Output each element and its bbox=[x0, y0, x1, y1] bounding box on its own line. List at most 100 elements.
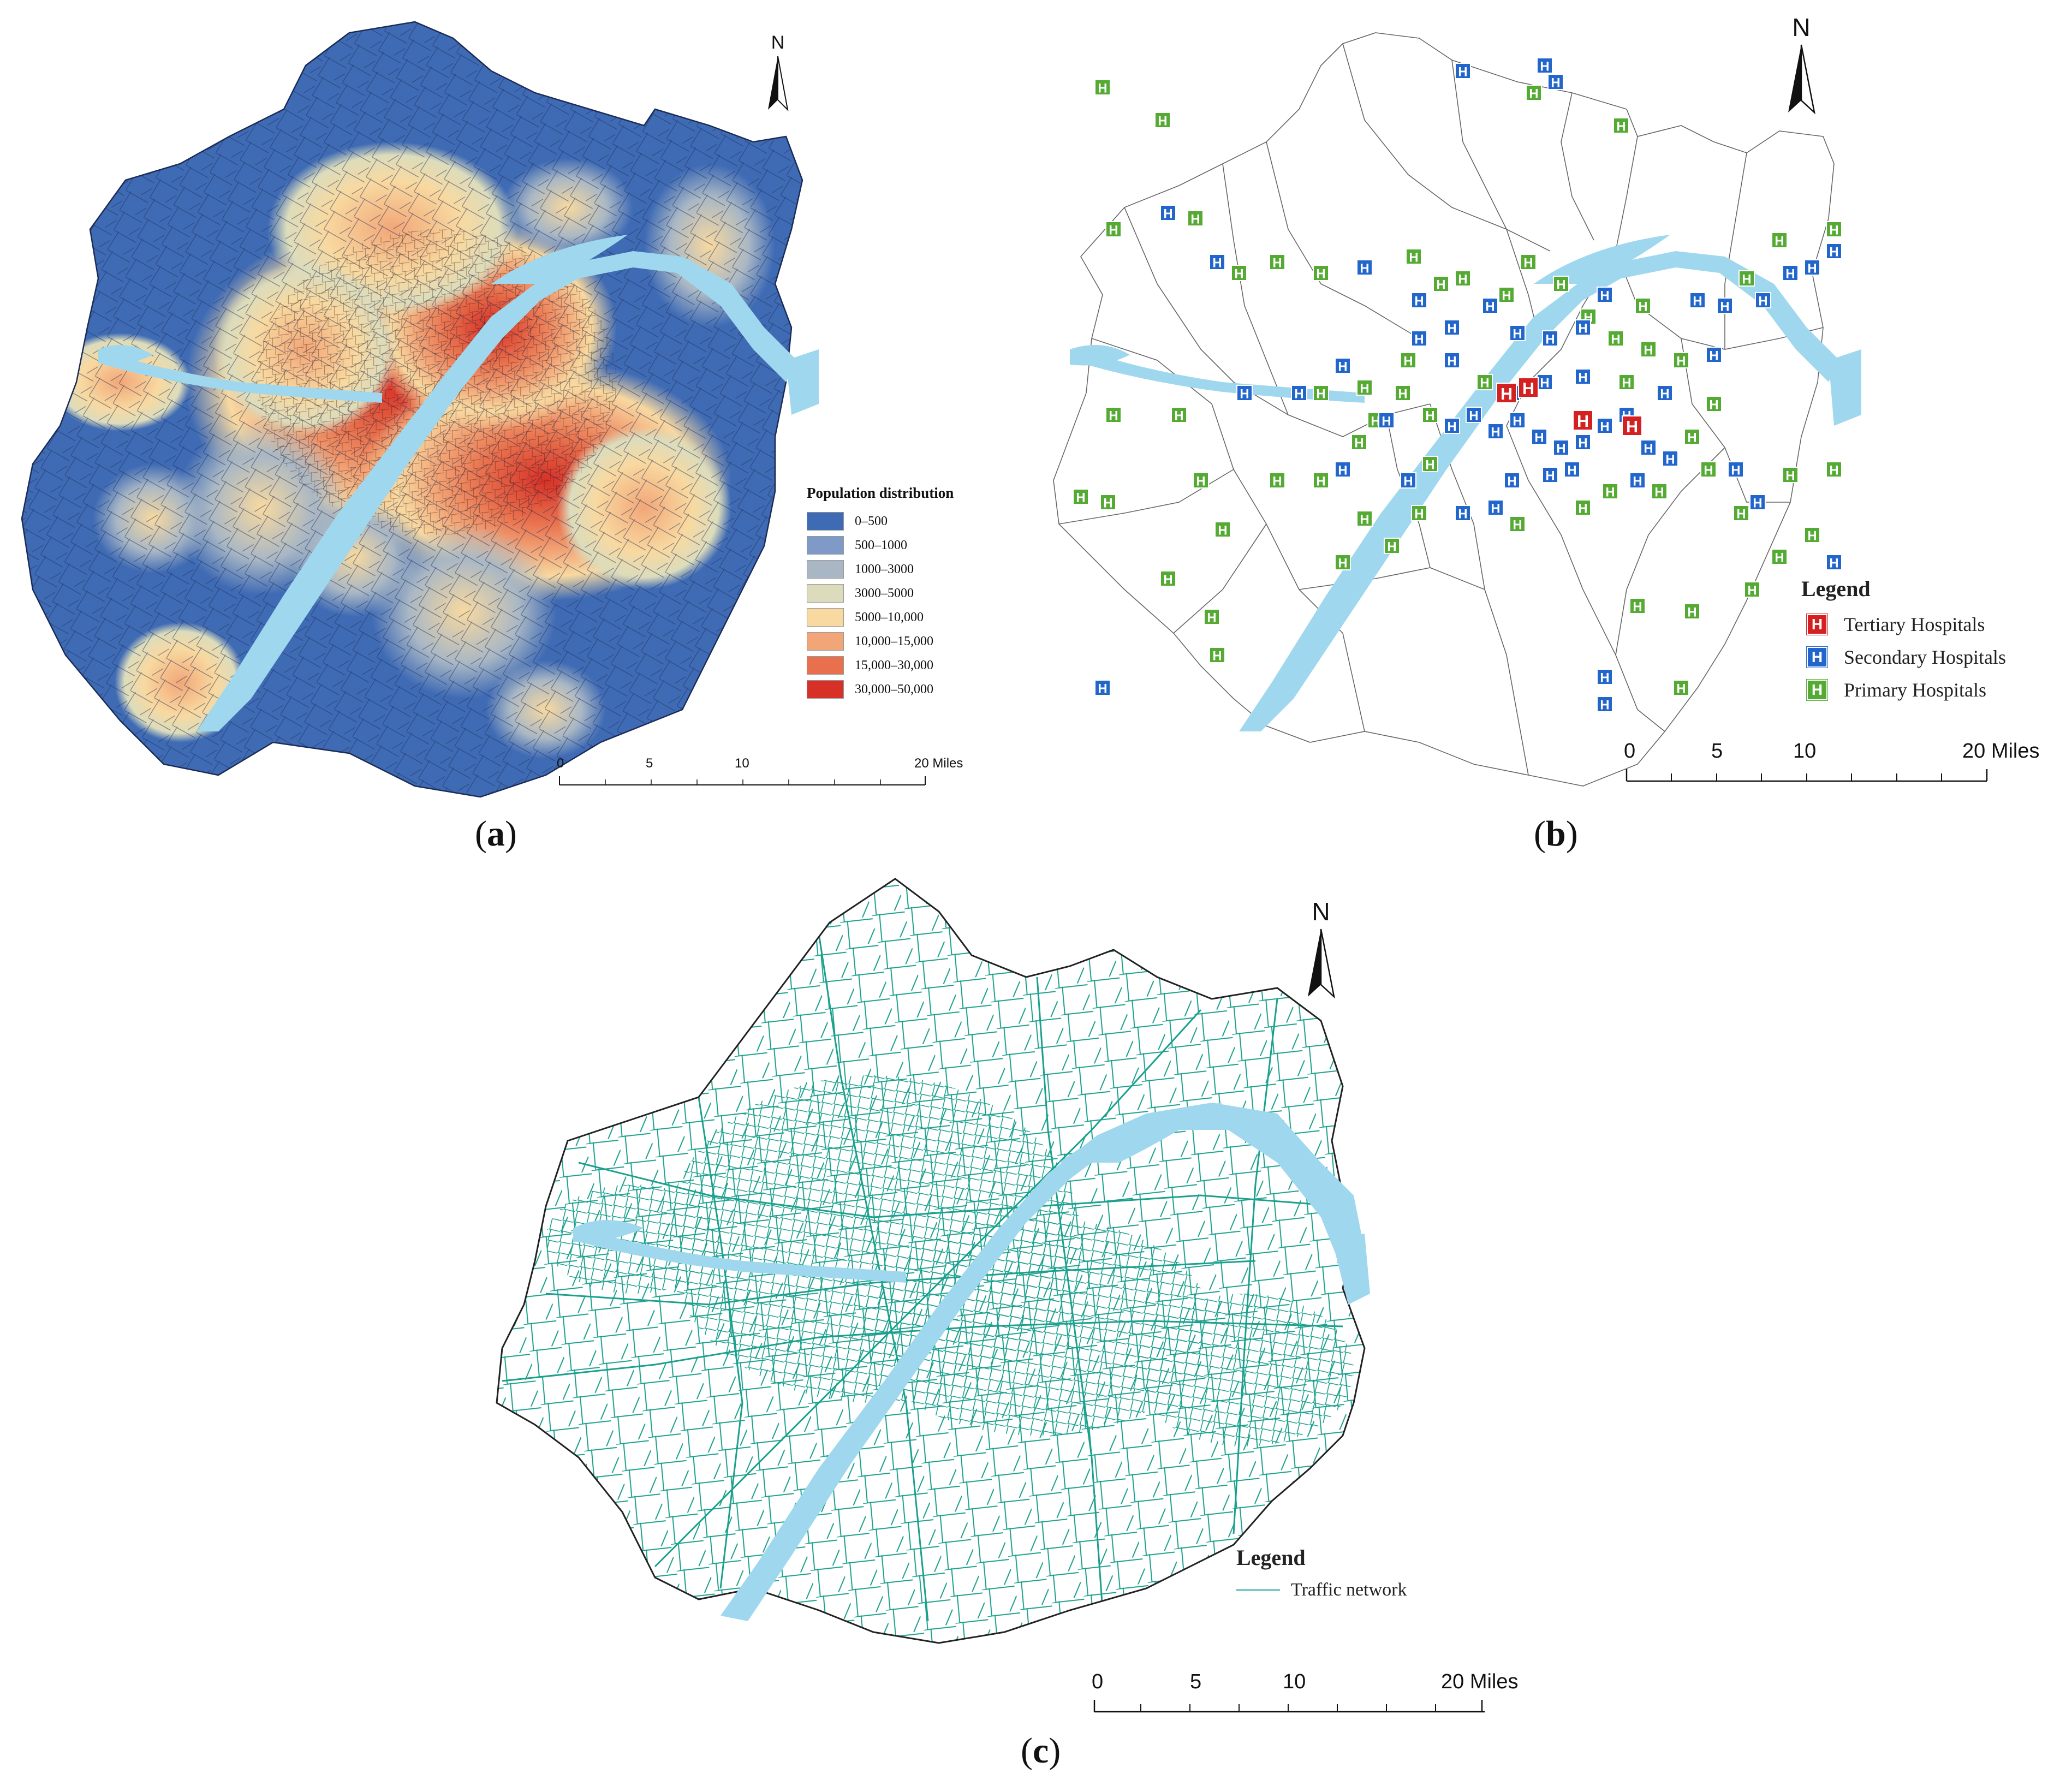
hospital-icon: H bbox=[1684, 603, 1700, 620]
legend-item-traffic-network: Traffic network bbox=[1236, 1580, 1407, 1600]
hospital-icon: H bbox=[1635, 297, 1651, 314]
hospital-icon: H bbox=[1728, 461, 1744, 478]
hospital-icon: H bbox=[1749, 494, 1766, 511]
color-swatch bbox=[807, 656, 844, 675]
svg-text:H: H bbox=[1577, 412, 1589, 431]
svg-text:H: H bbox=[1447, 420, 1456, 434]
hospital-icon: H bbox=[1553, 276, 1569, 293]
legend-item: H Tertiary Hospitals bbox=[1801, 613, 1985, 636]
legend-title: Legend bbox=[1801, 576, 1871, 601]
hospital-icon: H bbox=[1597, 669, 1613, 686]
hospital-icon: H bbox=[1531, 428, 1547, 445]
svg-text:H: H bbox=[1398, 387, 1407, 402]
svg-text:H: H bbox=[1556, 278, 1565, 293]
hospital-icon: H bbox=[1476, 374, 1493, 391]
svg-text:H: H bbox=[1600, 698, 1609, 713]
north-arrow-icon: N bbox=[1788, 13, 1815, 115]
svg-text:H: H bbox=[1747, 584, 1757, 598]
hospital-icon: H bbox=[1826, 554, 1842, 571]
legend-item-label: Primary Hospitals bbox=[1844, 679, 1986, 701]
svg-text:H: H bbox=[1829, 245, 1838, 260]
scale-tick-5: 5 bbox=[1190, 1670, 1202, 1693]
color-swatch bbox=[807, 608, 844, 627]
svg-text:H: H bbox=[1447, 354, 1456, 369]
svg-text:H: H bbox=[1829, 556, 1838, 571]
hospital-icon: H bbox=[1771, 232, 1788, 249]
hospital-icon: H bbox=[1564, 461, 1580, 478]
legend-item: 30,000–50,000 bbox=[807, 680, 933, 699]
svg-text:H: H bbox=[1098, 81, 1107, 96]
svg-text:H: H bbox=[1513, 518, 1522, 533]
hospital-icon: H bbox=[1466, 407, 1482, 424]
svg-text:H: H bbox=[1522, 379, 1534, 398]
legend-item-label: 15,000–30,000 bbox=[855, 658, 933, 672]
svg-text:H: H bbox=[1611, 332, 1620, 347]
hospital-icon: H bbox=[1733, 505, 1749, 522]
svg-text:H: H bbox=[1425, 458, 1434, 473]
svg-text:H: H bbox=[1458, 507, 1467, 522]
scale-end-label: 20 Miles bbox=[914, 756, 963, 771]
hospital-icon: H bbox=[1597, 696, 1613, 713]
north-arrow-icon: N bbox=[1308, 897, 1335, 999]
hospital-icon: H bbox=[1509, 325, 1526, 342]
hospital-icon: H bbox=[1193, 472, 1209, 489]
svg-text:N: N bbox=[1312, 897, 1330, 926]
svg-text:H: H bbox=[1600, 420, 1609, 434]
caption-a: (a) bbox=[475, 814, 517, 854]
hospital-icon: H bbox=[1351, 434, 1367, 451]
svg-text:H: H bbox=[1654, 485, 1664, 500]
svg-text:H: H bbox=[1109, 409, 1118, 424]
svg-text:H: H bbox=[1403, 474, 1413, 489]
hospital-icon: H bbox=[1806, 679, 1828, 701]
hospital-icon: H bbox=[1269, 472, 1285, 489]
svg-text:H: H bbox=[1272, 474, 1282, 489]
legend-item-label: 10,000–15,000 bbox=[855, 634, 933, 648]
hospital-icon: H bbox=[1738, 270, 1755, 287]
svg-text:H: H bbox=[1622, 376, 1631, 391]
hospital-icon: H bbox=[1433, 276, 1449, 293]
svg-text:H: H bbox=[1807, 261, 1817, 276]
hospital-icon: H bbox=[1575, 368, 1591, 385]
hospital-icon: H bbox=[1575, 434, 1591, 451]
svg-text:H: H bbox=[1742, 272, 1751, 287]
svg-text:H: H bbox=[1704, 463, 1713, 478]
hospital-icon: H bbox=[1209, 254, 1225, 271]
svg-text:H: H bbox=[1513, 414, 1522, 429]
hospital-icon: H bbox=[1613, 117, 1629, 134]
hospital-icon: H bbox=[1154, 112, 1171, 129]
legend-item-label: 30,000–50,000 bbox=[855, 682, 933, 696]
hospital-icon: H bbox=[1406, 248, 1422, 265]
hospital-icon: H bbox=[1356, 259, 1373, 276]
legend-item: 10,000–15,000 bbox=[807, 632, 933, 651]
hospital-icon: H bbox=[1356, 510, 1373, 527]
scale-tick-5: 5 bbox=[1711, 740, 1723, 763]
svg-text:H: H bbox=[1807, 529, 1817, 544]
hospital-icon: H bbox=[1547, 74, 1564, 91]
hospital-icon: H bbox=[1607, 330, 1624, 347]
hospital-icon: H bbox=[1782, 265, 1799, 282]
svg-text:H: H bbox=[1414, 294, 1424, 309]
scale-bar: 0 5 10 20 Miles bbox=[1624, 740, 2061, 800]
svg-text:H: H bbox=[1371, 414, 1380, 429]
svg-text:H: H bbox=[1720, 300, 1729, 314]
hospital-icon: H bbox=[1706, 396, 1722, 413]
hospital-icon: H bbox=[1618, 374, 1635, 391]
svg-text:H: H bbox=[1403, 354, 1413, 369]
legend-item-label: 0–500 bbox=[855, 514, 888, 528]
scale-tick-10: 10 bbox=[1793, 740, 1817, 763]
hospital-icon: H bbox=[1744, 581, 1760, 598]
svg-text:H: H bbox=[1551, 76, 1560, 91]
svg-text:H: H bbox=[1163, 207, 1172, 222]
hospital-icon: H bbox=[1411, 292, 1427, 309]
svg-text:H: H bbox=[1316, 474, 1325, 489]
color-swatch bbox=[807, 680, 844, 699]
svg-text:H: H bbox=[1103, 496, 1112, 511]
hospital-icon: H bbox=[1771, 549, 1788, 565]
hospital-icon: H bbox=[1575, 319, 1591, 336]
legend-item: 0–500 bbox=[807, 512, 888, 531]
caption-b: (b) bbox=[1534, 814, 1578, 854]
svg-text:H: H bbox=[1731, 463, 1740, 478]
hospital-icon: H bbox=[1755, 292, 1771, 309]
svg-text:H: H bbox=[1458, 65, 1467, 80]
svg-text:H: H bbox=[1578, 322, 1587, 336]
